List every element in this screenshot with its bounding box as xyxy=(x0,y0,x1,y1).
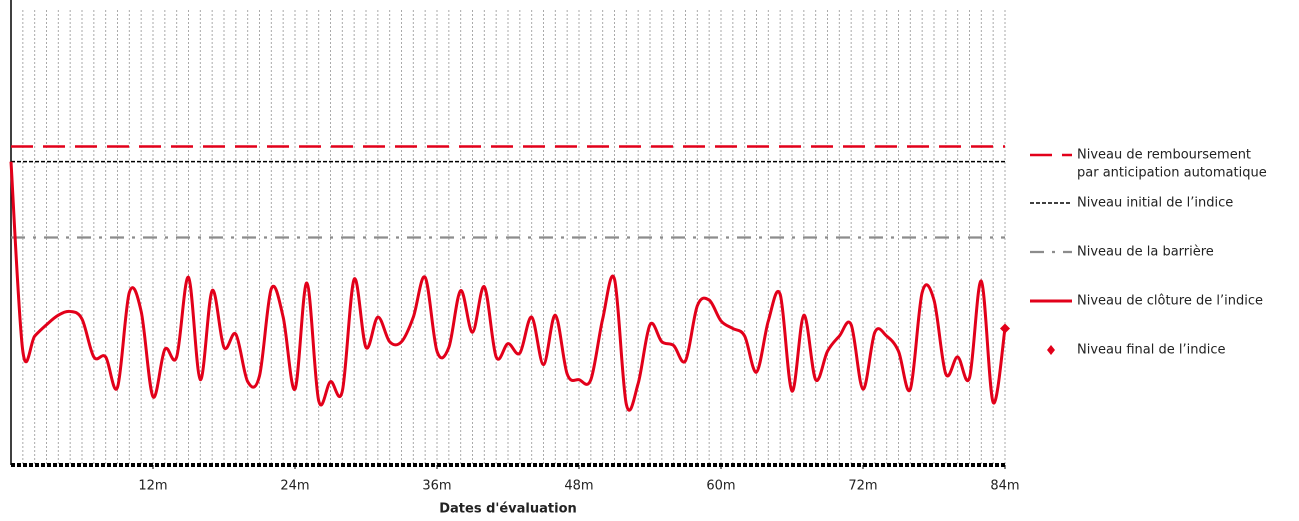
x-tick-label: 24m xyxy=(280,479,309,494)
x-axis-title: Dates d'évaluation xyxy=(439,502,577,517)
legend-label: Niveau initial de l’indice xyxy=(1077,196,1233,211)
legend-label: Niveau de la barrière xyxy=(1077,245,1214,260)
legend-label: Niveau de clôture de l’indice xyxy=(1077,294,1263,309)
final-marker xyxy=(1000,323,1010,334)
x-tick-label: 12m xyxy=(138,479,167,494)
legend-swatch xyxy=(1047,345,1055,355)
legend-label: Niveau de remboursement xyxy=(1077,148,1251,163)
x-tick-label: 72m xyxy=(848,479,877,494)
x-tick-label: 60m xyxy=(706,479,735,494)
legend-label: Niveau final de l’indice xyxy=(1077,343,1226,358)
x-tick-label: 84m xyxy=(990,479,1019,494)
legend-label: par anticipation automatique xyxy=(1077,166,1267,181)
series-line xyxy=(9,161,1007,412)
x-tick-label: 48m xyxy=(564,479,593,494)
x-tick-label: 36m xyxy=(422,479,451,494)
